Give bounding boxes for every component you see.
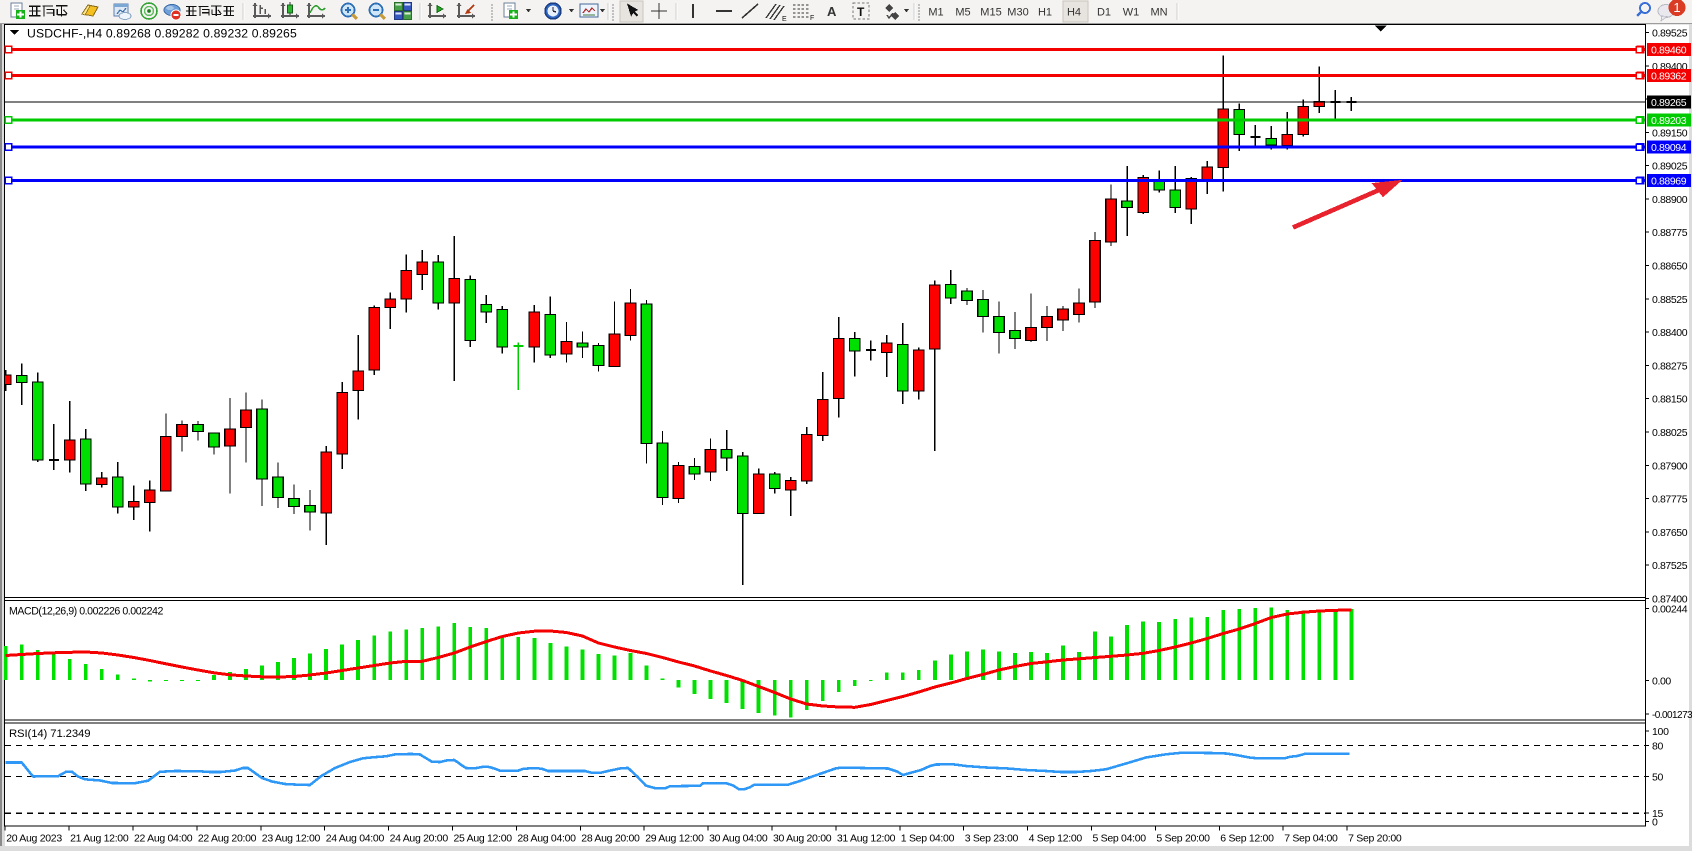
svg-text:MACD(12,26,9) 0.002226 0.00224: MACD(12,26,9) 0.002226 0.002242 (9, 606, 163, 618)
svg-text:0.88775: 0.88775 (1652, 227, 1688, 239)
svg-text:24 Aug 20:00: 24 Aug 20:00 (390, 833, 449, 845)
svg-text:1: 1 (1673, 0, 1680, 15)
svg-text:H1: H1 (1038, 7, 1052, 19)
svg-text:M1: M1 (928, 7, 943, 19)
svg-text:0.88150: 0.88150 (1652, 394, 1688, 406)
svg-text:4 Sep 12:00: 4 Sep 12:00 (1029, 833, 1083, 845)
svg-text:80: 80 (1652, 740, 1664, 752)
svg-text:0.89150: 0.89150 (1652, 127, 1688, 139)
svg-text:0.88900: 0.88900 (1652, 194, 1688, 206)
svg-text:5 Sep 20:00: 5 Sep 20:00 (1156, 833, 1210, 845)
svg-text:0.87525: 0.87525 (1652, 560, 1688, 572)
svg-text:30 Aug 04:00: 30 Aug 04:00 (709, 833, 768, 845)
svg-text:MN: MN (1150, 7, 1167, 19)
svg-text:0.89265: 0.89265 (1651, 97, 1687, 109)
svg-text:0.89203: 0.89203 (1651, 115, 1687, 127)
svg-text:H4: H4 (1067, 7, 1081, 19)
svg-text:7 Sep 04:00: 7 Sep 04:00 (1284, 833, 1338, 845)
svg-text:1 Sep 04:00: 1 Sep 04:00 (901, 833, 955, 845)
svg-text:0.89094: 0.89094 (1651, 142, 1687, 154)
svg-text:0.87775: 0.87775 (1652, 494, 1688, 506)
svg-text:22 Aug 20:00: 22 Aug 20:00 (198, 833, 257, 845)
svg-text:D1: D1 (1097, 7, 1111, 19)
svg-text:0.89025: 0.89025 (1652, 161, 1688, 173)
svg-text:USDCHF-,H4 0.89268 0.89282 0.: USDCHF-,H4 0.89268 0.89282 0.89232 0.892… (27, 27, 297, 41)
svg-text:29 Aug 12:00: 29 Aug 12:00 (645, 833, 704, 845)
svg-text:24 Aug 04:00: 24 Aug 04:00 (326, 833, 385, 845)
svg-text:RSI(14) 71.2349: RSI(14) 71.2349 (9, 728, 90, 740)
svg-text:28 Aug 20:00: 28 Aug 20:00 (581, 833, 640, 845)
svg-text:3 Sep 23:00: 3 Sep 23:00 (965, 833, 1019, 845)
svg-text:6 Sep 12:00: 6 Sep 12:00 (1220, 833, 1274, 845)
svg-text:0.87650: 0.87650 (1652, 527, 1688, 539)
svg-text:A: A (827, 4, 837, 19)
svg-text:0.00244: 0.00244 (1652, 604, 1688, 616)
svg-text:23 Aug 12:00: 23 Aug 12:00 (262, 833, 321, 845)
svg-text:30 Aug 20:00: 30 Aug 20:00 (773, 833, 832, 845)
svg-text:W1: W1 (1123, 7, 1140, 19)
svg-text:20 Aug 2023: 20 Aug 2023 (6, 833, 62, 845)
svg-text:31 Aug 12:00: 31 Aug 12:00 (837, 833, 896, 845)
svg-text:5 Sep 04:00: 5 Sep 04:00 (1093, 833, 1147, 845)
svg-text:15: 15 (1652, 808, 1664, 820)
svg-text:0.88969: 0.88969 (1651, 176, 1687, 188)
svg-text:25 Aug 12:00: 25 Aug 12:00 (454, 833, 513, 845)
svg-text:-0.001273: -0.001273 (1652, 710, 1692, 721)
svg-text:0: 0 (1652, 817, 1658, 829)
svg-text:F: F (810, 15, 814, 22)
svg-text:21 Aug 12:00: 21 Aug 12:00 (70, 833, 129, 845)
svg-text:M15: M15 (980, 7, 1001, 19)
svg-text:0.89525: 0.89525 (1652, 28, 1688, 40)
svg-text:0.88400: 0.88400 (1652, 327, 1688, 339)
svg-text:0.88275: 0.88275 (1652, 360, 1688, 372)
svg-text:0.00: 0.00 (1652, 676, 1671, 688)
svg-text:0.89460: 0.89460 (1651, 45, 1687, 57)
svg-text:T: T (857, 5, 865, 19)
svg-text:0.88025: 0.88025 (1652, 427, 1688, 439)
svg-text:50: 50 (1652, 771, 1664, 783)
svg-text:M30: M30 (1007, 7, 1028, 19)
svg-text:0.88650: 0.88650 (1652, 261, 1688, 273)
svg-text:E: E (782, 16, 787, 23)
svg-text:M5: M5 (955, 7, 970, 19)
svg-text:28 Aug 04:00: 28 Aug 04:00 (517, 833, 576, 845)
svg-text:100: 100 (1652, 726, 1669, 738)
svg-text:0.87900: 0.87900 (1652, 460, 1688, 472)
svg-text:22 Aug 04:00: 22 Aug 04:00 (134, 833, 193, 845)
svg-text:0.87400: 0.87400 (1652, 593, 1688, 605)
svg-text:0.88525: 0.88525 (1652, 294, 1688, 306)
svg-text:7 Sep 20:00: 7 Sep 20:00 (1348, 833, 1402, 845)
svg-text:0.89362: 0.89362 (1651, 71, 1687, 83)
